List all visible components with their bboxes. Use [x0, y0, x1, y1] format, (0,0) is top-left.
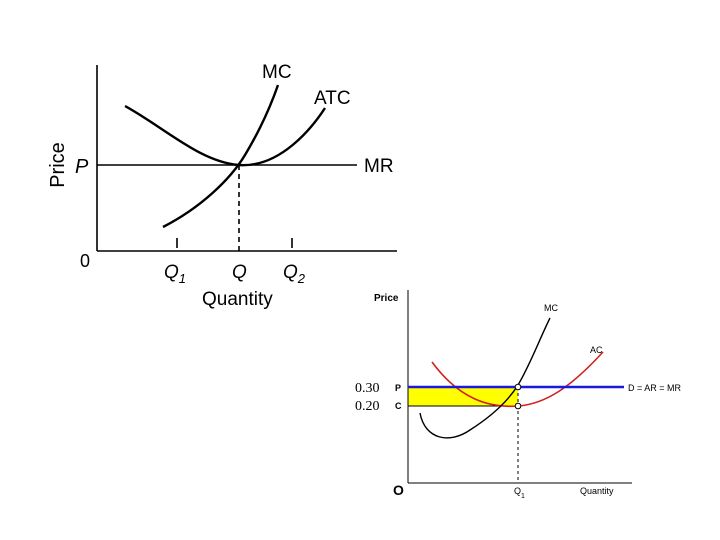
d1-q2-label: Q2: [283, 262, 306, 286]
d2-price-tag: P: [395, 383, 401, 393]
d2-mc-label: MC: [544, 303, 558, 313]
d1-atc-curve: [124, 104, 327, 167]
d2-mc-curve: [419, 317, 551, 439]
d1-mr-label: MR: [364, 156, 394, 177]
d1-origin-label: 0: [80, 251, 90, 271]
d2-q-label: Q1: [514, 486, 525, 500]
d1-mc-label: MC: [262, 62, 292, 83]
d2-price-point: [514, 383, 522, 391]
d2-y-axis-label: Price: [374, 293, 399, 304]
d1-q-label: Q: [232, 262, 247, 283]
d1-y-axis-label: Price: [47, 142, 69, 188]
diagram-1: Price P 0 MC ATC MR Q1 Q Q2 Quantity: [47, 62, 397, 310]
d2-x-axis-label: Quantity: [580, 486, 614, 496]
d1-q1-label: Q1: [164, 262, 186, 286]
d2-cost-value: 0.20: [355, 399, 380, 414]
d2-profit-area: [408, 387, 518, 406]
d2-origin-label: O: [393, 482, 404, 498]
d2-cost-tag: C: [395, 401, 402, 411]
d1-atc-label: ATC: [314, 88, 351, 109]
d2-demand-label: D = AR = MR: [628, 383, 682, 393]
d2-cost-point: [514, 402, 522, 410]
d1-price-label: P: [75, 156, 89, 178]
d2-ac-label: AC: [590, 345, 603, 355]
diagram-2: Price MC AC D = AR = MR 0.30 0.20 P C O …: [355, 290, 682, 500]
d1-mc-curve: [162, 84, 280, 229]
d1-x-axis-label: Quantity: [202, 289, 273, 310]
d2-price-value: 0.30: [355, 381, 380, 396]
